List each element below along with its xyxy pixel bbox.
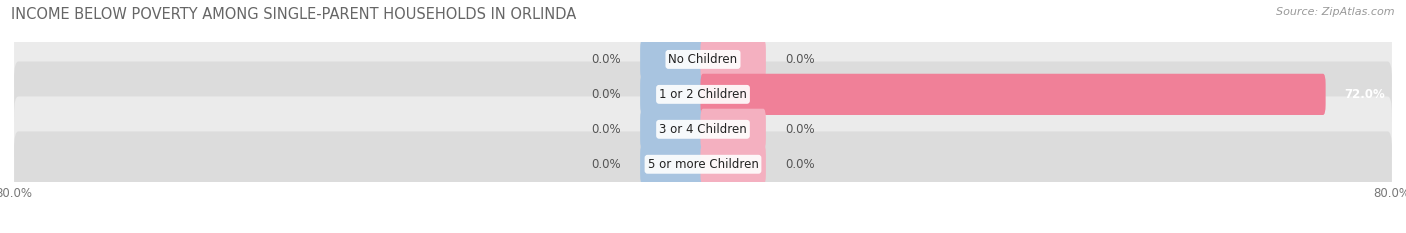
Text: Source: ZipAtlas.com: Source: ZipAtlas.com [1277, 7, 1395, 17]
Text: 3 or 4 Children: 3 or 4 Children [659, 123, 747, 136]
FancyBboxPatch shape [640, 144, 706, 185]
Text: 72.0%: 72.0% [1344, 88, 1385, 101]
Text: 0.0%: 0.0% [592, 53, 621, 66]
FancyBboxPatch shape [640, 74, 706, 115]
Text: 0.0%: 0.0% [785, 53, 814, 66]
Text: 0.0%: 0.0% [785, 123, 814, 136]
FancyBboxPatch shape [700, 39, 766, 80]
FancyBboxPatch shape [14, 131, 1392, 197]
FancyBboxPatch shape [14, 27, 1392, 92]
FancyBboxPatch shape [640, 109, 706, 150]
Text: 0.0%: 0.0% [592, 88, 621, 101]
Text: 1 or 2 Children: 1 or 2 Children [659, 88, 747, 101]
FancyBboxPatch shape [14, 62, 1392, 127]
Text: No Children: No Children [668, 53, 738, 66]
Text: 0.0%: 0.0% [592, 123, 621, 136]
FancyBboxPatch shape [640, 39, 706, 80]
FancyBboxPatch shape [14, 96, 1392, 162]
Text: 0.0%: 0.0% [592, 158, 621, 171]
FancyBboxPatch shape [700, 74, 1326, 115]
Text: 5 or more Children: 5 or more Children [648, 158, 758, 171]
Text: INCOME BELOW POVERTY AMONG SINGLE-PARENT HOUSEHOLDS IN ORLINDA: INCOME BELOW POVERTY AMONG SINGLE-PARENT… [11, 7, 576, 22]
FancyBboxPatch shape [700, 109, 766, 150]
FancyBboxPatch shape [700, 144, 766, 185]
Text: 0.0%: 0.0% [785, 158, 814, 171]
